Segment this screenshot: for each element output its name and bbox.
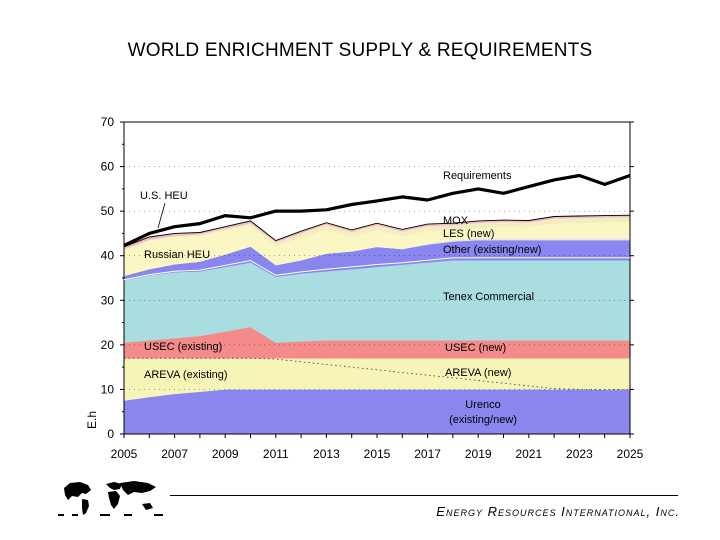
label-usec-existing: USEC (existing) [144,341,222,353]
area-layers [123,214,631,435]
areva-transition-line [124,357,630,390]
page-title: WORLD ENRICHMENT SUPPLY & REQUIREMENTS [127,40,593,61]
requirements-layer [123,173,631,247]
axis-ticks: 0 10 20 30 40 50 60 70 2005 2007 2009 2011 2013 2015 2… [85,115,644,461]
us-heu-leader [157,202,166,229]
y-tick-label: 10 [101,382,115,396]
company-name: Energy Resources International, Inc. [436,504,680,519]
label-requirements: Requirements [443,170,512,182]
label-areva-new: AREVA (new) [445,367,511,379]
x-tick-label: 2019 [465,447,492,461]
label-usec-new: USEC (new) [445,342,506,354]
y-tick-label: 70 [101,115,115,129]
world-map-logo [58,481,163,516]
y-tick-label: 50 [101,204,115,218]
label-les-new: LES (new) [443,228,494,240]
x-tick-label: 2007 [161,447,188,461]
label-us-heu: U.S. HEU [140,190,188,202]
other-inner-line [123,257,630,281]
requirements-line [123,173,631,247]
footer-rule [170,495,678,496]
label-russian-heu: Russian HEU [144,249,210,261]
supply-top-line [123,214,631,248]
x-tick-label: 2011 [263,447,289,461]
x-tick-label: 2015 [364,447,391,461]
y-axis-label: E.h [85,411,99,429]
stacked-area-chart: 0 10 20 30 40 50 60 70 2005 2007 2009 2011 2013 2015 2… [85,115,644,461]
x-tick-label: 2009 [212,447,239,461]
x-tick-label: 2005 [111,447,138,461]
x-tick-label: 2021 [515,447,542,461]
x-tick-label: 2013 [313,447,340,461]
y-tick-label: 40 [101,249,115,263]
label-areva-existing: AREVA (existing) [144,369,228,381]
y-tick-label: 0 [107,427,114,441]
x-tick-label: 2025 [617,447,644,461]
x-tick-label: 2023 [566,447,593,461]
label-mox: MOX [443,215,469,227]
y-tick-label: 60 [101,160,115,174]
label-tenex-commercial: Tenex Commercial [443,291,534,303]
area-tenex-commercial [123,259,631,343]
label-urenco-sub: (existing/new) [449,414,517,426]
area-urenco-existing-new [123,389,631,435]
label-urenco: Urenco [465,399,500,411]
y-tick-label: 30 [101,293,115,307]
label-other: Other (existing/new) [443,244,541,256]
x-tick-label: 2017 [414,447,441,461]
y-tick-label: 20 [101,338,115,352]
